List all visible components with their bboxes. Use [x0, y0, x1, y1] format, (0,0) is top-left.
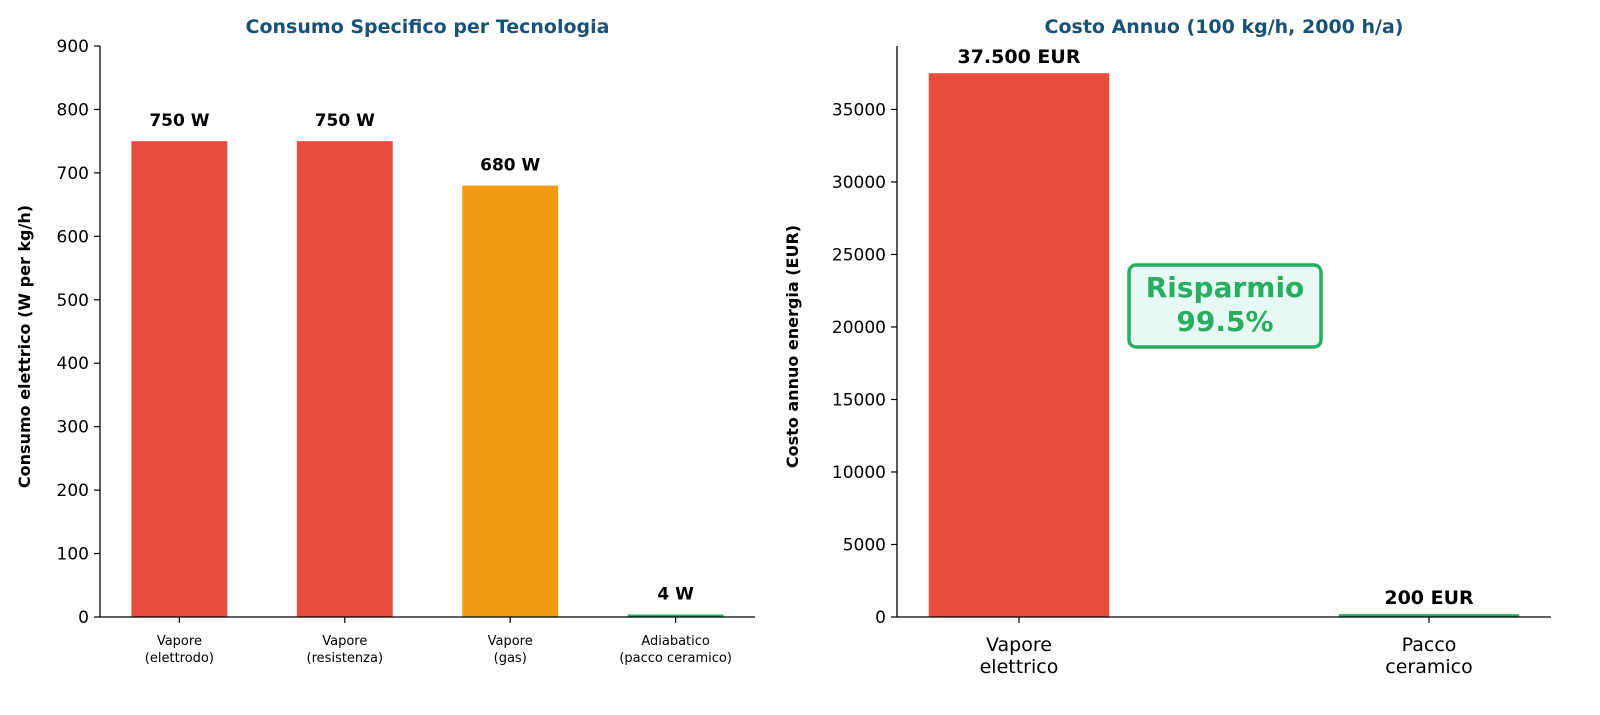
x-tick-label: Vapore (elettrodo) [145, 634, 214, 666]
y-axis-label: Consumo elettrico (W per kg/h) [15, 205, 34, 488]
annotation-box [1127, 263, 1323, 349]
y-tick-label: 20000 [832, 318, 886, 338]
y-tick-label: 400 [57, 354, 89, 374]
y-tick-label: 900 [57, 37, 89, 57]
bar [928, 73, 1110, 617]
y-tick-label: 15000 [832, 390, 886, 410]
x-tick-label: Adiabatico (pacco ceramico) [619, 634, 732, 666]
data-label: 680 W [480, 156, 540, 176]
y-tick-label: 100 [57, 545, 89, 565]
y-tick-label: 30000 [832, 173, 886, 193]
y-tick-label: 0 [78, 608, 89, 628]
data-label: 200 EUR [1384, 587, 1474, 609]
bar [462, 185, 559, 618]
y-tick-label: 0 [875, 608, 886, 628]
y-tick-label: 700 [57, 164, 89, 184]
chart-panel-1: Consumo Specifico per Tecnologia 750 W Vap… [15, 16, 755, 666]
data-label: 750 W [315, 111, 375, 131]
y-tick-label: 200 [57, 481, 89, 501]
data-label: 750 W [149, 111, 209, 131]
y-tick-label: 800 [57, 100, 89, 120]
chart-title: Costo Annuo (100 kg/h, 2000 h/a) [1045, 16, 1404, 38]
bar [131, 141, 228, 617]
chart-title: Consumo Specifico per Tecnologia [246, 16, 610, 38]
bar [627, 614, 724, 617]
x-tick-label: Vapore (resistenza) [307, 634, 383, 666]
y-tick-label: 10000 [832, 463, 886, 483]
bar [296, 141, 393, 617]
x-tick-label: Pacco ceramico [1385, 634, 1472, 678]
y-tick-label: 600 [57, 227, 89, 247]
y-tick-label: 35000 [832, 100, 886, 120]
y-tick-label: 300 [57, 418, 89, 438]
chart-panel-2: Costo Annuo (100 kg/h, 2000 h/a) 37.500 E… [783, 16, 1551, 678]
x-tick-label: Vapore (gas) [488, 634, 533, 666]
y-axis-label: Costo annuo energia (EUR) [783, 225, 802, 468]
data-label: 37.500 EUR [957, 46, 1080, 68]
x-tick-label: Vapore elettrico [980, 634, 1059, 678]
y-tick-label: 5000 [843, 535, 886, 555]
data-label: 4 W [657, 584, 694, 604]
y-tick-label: 500 [57, 291, 89, 311]
bar [1338, 614, 1520, 617]
annotation-text: Risparmio 99.5% [1146, 271, 1305, 338]
y-tick-label: 25000 [832, 245, 886, 265]
